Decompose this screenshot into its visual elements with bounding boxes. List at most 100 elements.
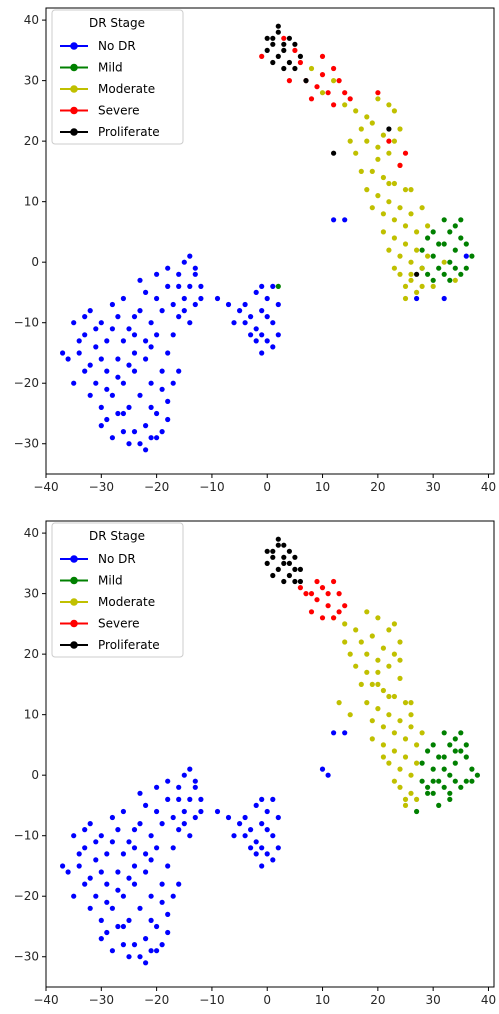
point-no-dr (253, 802, 259, 809)
point-mild (447, 796, 453, 803)
point-mild (452, 265, 458, 271)
point-moderate (425, 253, 431, 259)
point-moderate (408, 211, 414, 217)
point-mild (474, 772, 480, 778)
point-no-dr (65, 869, 71, 875)
point-mild (463, 778, 469, 784)
point-moderate (375, 681, 381, 688)
point-severe (347, 96, 353, 102)
legend-marker (70, 576, 78, 585)
point-moderate (391, 265, 397, 271)
point-moderate (364, 609, 370, 615)
point-proliferate (275, 566, 281, 573)
point-proliferate (270, 41, 276, 47)
x-tick-label: −20 (144, 993, 169, 1007)
point-proliferate (281, 65, 287, 72)
point-severe (331, 65, 337, 72)
point-no-dr (143, 936, 149, 942)
point-mild (430, 790, 436, 796)
point-mild (436, 241, 442, 247)
legend-label: Mild (98, 574, 123, 588)
point-no-dr (143, 851, 149, 857)
point-no-dr (98, 404, 104, 410)
point-mild (430, 253, 436, 259)
plot-frame (45, 520, 495, 988)
point-no-dr (115, 923, 121, 930)
point-severe (281, 35, 287, 41)
point-no-dr (82, 881, 88, 887)
point-no-dr (159, 942, 165, 948)
point-moderate (408, 700, 414, 706)
point-no-dr (176, 796, 182, 803)
point-no-dr (148, 435, 154, 441)
point-severe (303, 591, 309, 597)
point-severe (336, 609, 342, 615)
point-mild (458, 748, 464, 754)
point-proliferate (286, 59, 292, 66)
point-severe (336, 78, 342, 84)
legend-label: No DR (98, 39, 136, 53)
point-moderate (380, 742, 386, 748)
point-no-dr (248, 314, 254, 320)
point-severe (308, 591, 315, 597)
point-mild (436, 265, 442, 271)
scatter-chart-top: −40 −30 −20 −10 0 10 20 30 40 −30 −20 −10 0 10 20 30 40 D… (14, 7, 496, 494)
point-no-dr (143, 338, 149, 344)
point-moderate (402, 187, 409, 193)
point-no-dr (253, 338, 259, 344)
point-mild (425, 748, 431, 754)
point-no-dr (170, 845, 176, 851)
y-tick-label: 20 (24, 134, 39, 148)
legend-title: DR Stage (89, 529, 145, 543)
point-no-dr (71, 893, 77, 899)
point-no-dr (109, 905, 115, 911)
point-no-dr (143, 447, 149, 453)
point-no-dr (71, 320, 77, 326)
point-proliferate (292, 554, 298, 560)
point-moderate (391, 621, 397, 627)
point-moderate (391, 693, 397, 700)
point-no-dr (198, 295, 204, 302)
point-no-dr (76, 350, 82, 356)
point-moderate (408, 259, 414, 265)
point-no-dr (270, 320, 276, 326)
point-no-dr (264, 827, 270, 833)
point-moderate (375, 156, 381, 162)
point-mild (458, 235, 464, 241)
y-tick-label: −10 (14, 316, 39, 330)
point-mild (430, 229, 436, 235)
point-no-dr (109, 392, 115, 398)
point-no-dr (259, 350, 265, 356)
point-proliferate (275, 542, 281, 548)
point-no-dr (98, 320, 104, 326)
point-severe (331, 615, 337, 621)
point-no-dr (60, 863, 66, 869)
point-no-dr (148, 380, 154, 386)
point-no-dr (159, 429, 165, 435)
point-no-dr (275, 301, 281, 308)
point-moderate (358, 639, 364, 645)
point-moderate (358, 168, 364, 174)
point-severe (314, 597, 320, 603)
point-no-dr (93, 380, 99, 386)
point-no-dr (109, 839, 115, 845)
point-no-dr (264, 295, 270, 302)
point-severe (297, 59, 303, 66)
point-moderate (414, 289, 420, 295)
point-no-dr (170, 380, 176, 386)
point-mild (463, 265, 469, 271)
point-no-dr (270, 283, 276, 289)
point-no-dr (192, 814, 198, 821)
legend-marker (70, 85, 78, 93)
point-moderate (375, 96, 381, 102)
point-no-dr (176, 314, 182, 320)
point-moderate (369, 120, 375, 126)
point-proliferate (286, 572, 292, 579)
point-severe (319, 615, 326, 621)
point-mild (436, 754, 442, 760)
point-no-dr (270, 857, 276, 863)
point-moderate (397, 675, 403, 682)
point-mild (458, 784, 464, 790)
point-no-dr (120, 851, 126, 857)
